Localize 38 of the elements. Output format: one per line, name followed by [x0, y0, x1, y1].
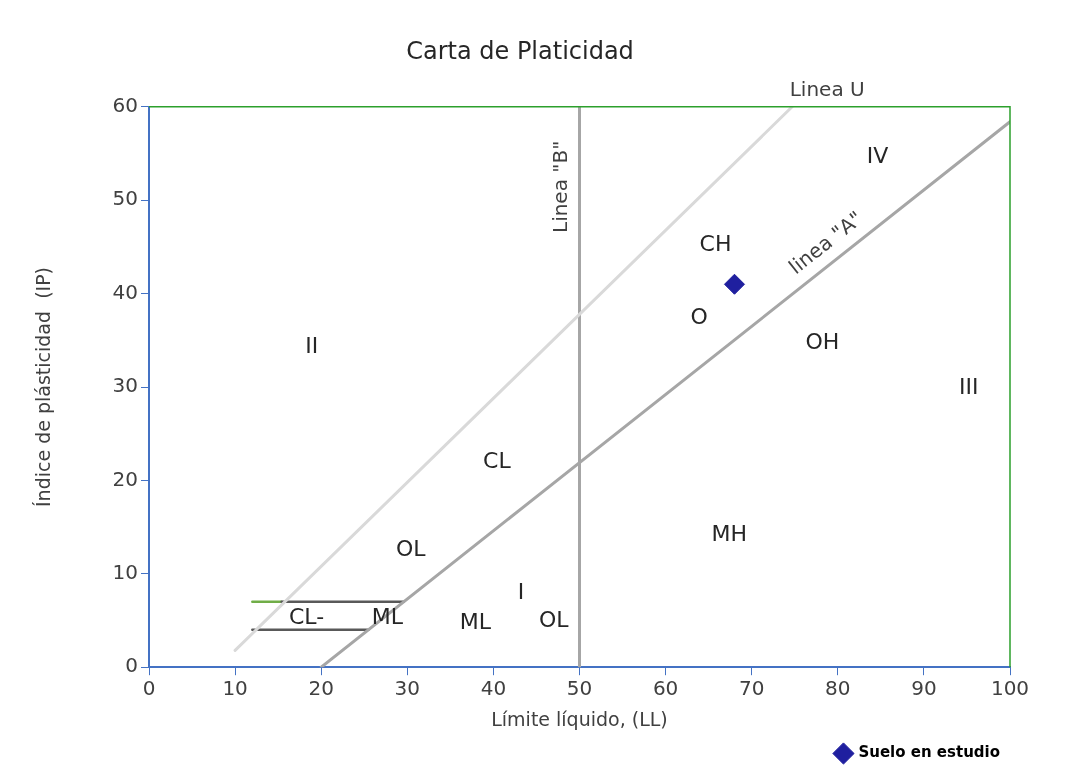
annotation: III	[958, 374, 979, 400]
annotation: CL	[483, 448, 512, 474]
annotation: CL-	[288, 603, 325, 629]
y-tick-label: 10	[112, 560, 138, 584]
x-tick-label: 50	[566, 676, 593, 701]
x-tick-label: 80	[825, 676, 851, 701]
annotation: ML	[459, 609, 492, 635]
annotation: OH	[805, 329, 840, 355]
annotation: CH	[699, 230, 732, 256]
y-tick-label: 30	[112, 373, 138, 398]
annotation: ML	[371, 603, 404, 629]
x-tick-label: 0	[142, 676, 156, 701]
annotation: MH	[711, 521, 748, 547]
annotation: I	[517, 578, 525, 604]
legend-label: Suelo en estudio	[858, 743, 1001, 762]
annotation: OL	[538, 606, 570, 632]
annotation: O	[690, 303, 708, 329]
x-axis-title: Límite líquido, (LL)	[491, 707, 668, 730]
x-tick-label: 90	[911, 676, 937, 701]
x-tick-label: 10	[222, 676, 248, 701]
x-tick-label: 60	[652, 676, 679, 701]
annotation: II	[305, 333, 319, 359]
chart-title: Carta de Platicidad	[406, 36, 634, 65]
y-tick-label: 60	[112, 93, 138, 117]
x-tick-label: 40	[480, 676, 507, 701]
text: Linea "B"	[547, 140, 572, 234]
x-tick-label: 100	[990, 676, 1030, 701]
y-axis-title: Índice de plásticidad (IP)	[32, 266, 55, 508]
y-tick-label: 50	[112, 186, 138, 211]
y-tick-label: 20	[112, 466, 138, 491]
x-tick-label: 20	[308, 676, 334, 701]
annotation: OL	[395, 536, 427, 562]
annotation: IV	[866, 142, 889, 168]
series-label: Linea U	[789, 77, 865, 101]
x-tick-label: 30	[394, 676, 421, 701]
y-tick-label: 0	[125, 653, 138, 678]
y-tick-label: 40	[112, 279, 138, 304]
x-tick-label: 70	[738, 676, 765, 701]
